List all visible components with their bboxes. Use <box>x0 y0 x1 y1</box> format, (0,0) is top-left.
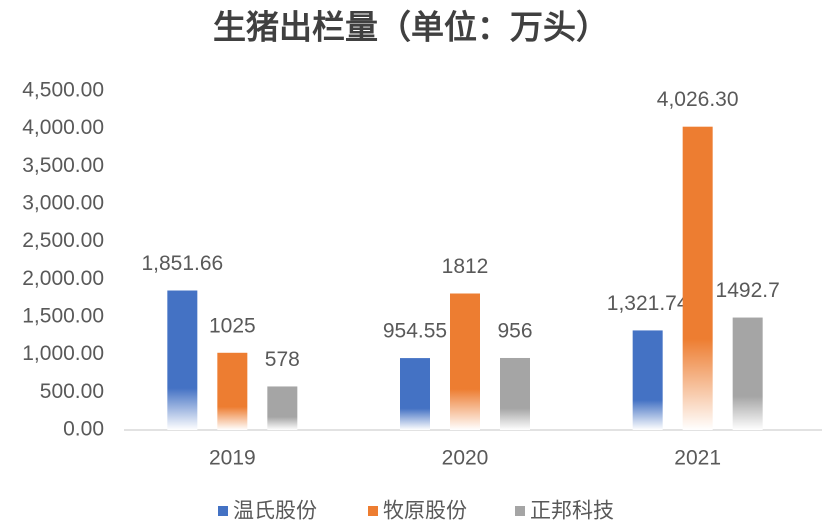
y-tick-label: 0.00 <box>63 418 104 441</box>
legend-swatch <box>218 506 228 516</box>
data-label: 1492.7 <box>716 279 780 302</box>
legend-label: 温氏股份 <box>233 500 317 523</box>
legend-label: 牧原股份 <box>383 500 467 523</box>
bar <box>732 317 763 430</box>
legend-swatch <box>515 506 525 516</box>
y-tick-label: 4,500.00 <box>22 79 104 102</box>
chart-title: 生猪出栏量（单位：万头） <box>213 9 609 46</box>
data-label: 1,851.66 <box>141 252 223 275</box>
x-tick-label: 2019 <box>209 447 256 470</box>
data-label: 578 <box>265 348 300 371</box>
data-label: 1025 <box>209 314 256 337</box>
legend-swatch <box>368 506 378 516</box>
bar <box>500 357 530 430</box>
y-tick-label: 1,500.00 <box>22 305 104 328</box>
bar <box>167 290 198 430</box>
data-label: 4,026.30 <box>657 88 739 111</box>
y-tick-label: 500.00 <box>40 380 104 403</box>
y-tick-label: 2,500.00 <box>22 229 104 252</box>
data-label: 1,321.74 <box>607 292 689 315</box>
bar <box>400 358 430 430</box>
bar <box>682 126 713 431</box>
data-label: 1812 <box>442 255 489 278</box>
y-tick-label: 4,000.00 <box>22 116 104 139</box>
x-tick-label: 2020 <box>442 447 489 470</box>
y-tick-label: 2,000.00 <box>22 267 104 290</box>
bar <box>632 330 663 430</box>
bar <box>450 293 480 430</box>
bar <box>217 352 248 430</box>
y-tick-label: 3,500.00 <box>22 154 104 177</box>
legend-label: 正邦科技 <box>530 500 614 523</box>
data-label: 954.55 <box>383 320 447 343</box>
y-tick-label: 1,000.00 <box>22 342 104 365</box>
bar <box>267 386 298 430</box>
x-tick-label: 2021 <box>674 447 721 470</box>
data-label: 956 <box>497 320 532 343</box>
y-tick-label: 3,000.00 <box>22 192 104 215</box>
